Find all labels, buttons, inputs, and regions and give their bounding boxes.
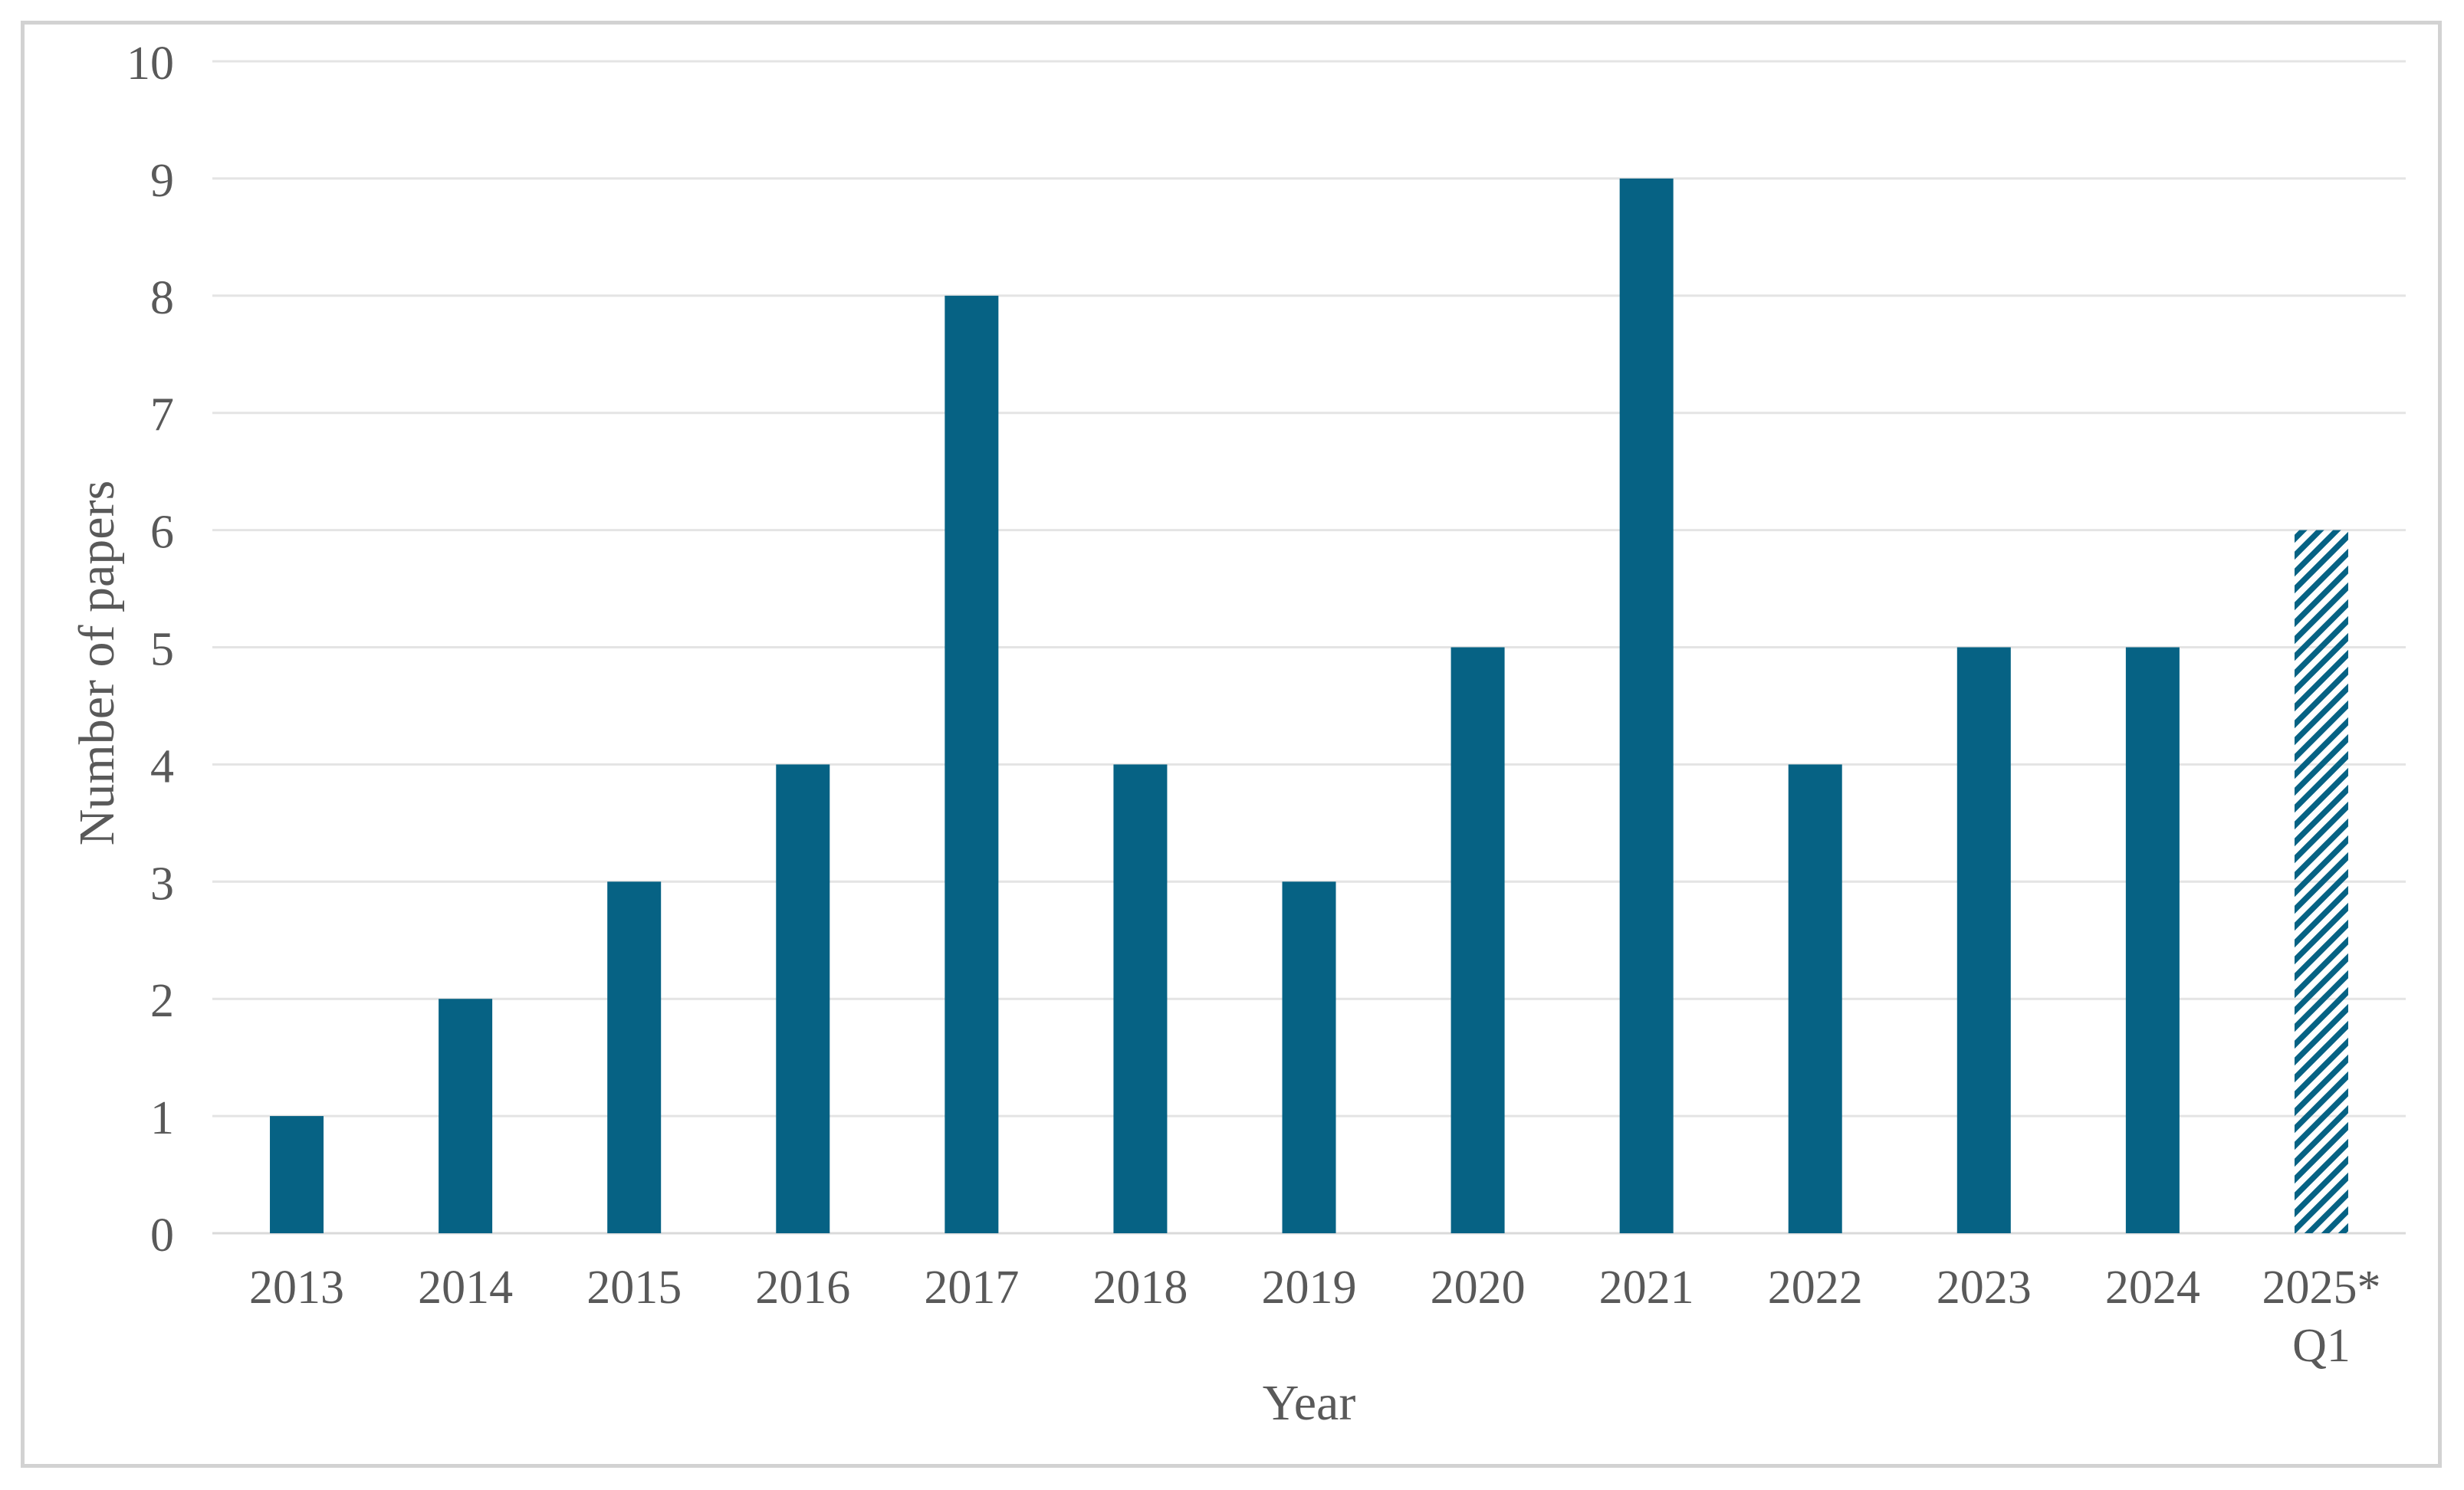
x-tick-label-2025-q1-line2: Q1 bbox=[2292, 1320, 2351, 1372]
bar-2025-q1 bbox=[2294, 530, 2348, 1233]
y-tick-label-6: 6 bbox=[150, 507, 174, 559]
bar-2018 bbox=[1113, 764, 1168, 1233]
x-tick-label-2013: 2013 bbox=[249, 1262, 344, 1314]
y-tick-label-8: 8 bbox=[150, 272, 174, 324]
y-axis-title: Number of papers bbox=[69, 481, 125, 846]
bar-2013 bbox=[270, 1116, 324, 1233]
y-tick-label-0: 0 bbox=[150, 1209, 174, 1262]
bar-2024 bbox=[2125, 647, 2180, 1233]
bar-2022 bbox=[1788, 764, 1842, 1233]
x-tick-label-2021: 2021 bbox=[1599, 1262, 1694, 1314]
y-tick-label-3: 3 bbox=[150, 858, 174, 910]
bar-2016 bbox=[776, 764, 830, 1233]
bar-2019 bbox=[1282, 881, 1336, 1233]
x-tick-label-2022: 2022 bbox=[1768, 1262, 1863, 1314]
x-tick-label-2017: 2017 bbox=[924, 1262, 1019, 1314]
y-tick-label-1: 1 bbox=[150, 1092, 174, 1144]
x-tick-label-2019: 2019 bbox=[1262, 1262, 1357, 1314]
bar-2020 bbox=[1450, 647, 1505, 1233]
figure-border bbox=[21, 21, 2442, 1468]
x-tick-label-2023: 2023 bbox=[1937, 1262, 2032, 1314]
y-tick-label-10: 10 bbox=[126, 38, 174, 90]
bar-2021 bbox=[1619, 178, 1674, 1233]
y-tick-label-4: 4 bbox=[150, 740, 174, 793]
x-tick-label-2018: 2018 bbox=[1092, 1262, 1188, 1314]
x-tick-label-2024: 2024 bbox=[2105, 1262, 2200, 1314]
y-tick-label-9: 9 bbox=[150, 155, 174, 207]
x-tick-label-2015: 2015 bbox=[586, 1262, 682, 1314]
bar-2015 bbox=[607, 881, 662, 1233]
x-tick-label-2025-q1: 2025* bbox=[2262, 1262, 2380, 1314]
bar-2017 bbox=[945, 295, 999, 1233]
bar-2023 bbox=[1956, 647, 2011, 1233]
y-tick-label-2: 2 bbox=[150, 975, 174, 1027]
x-tick-label-2020: 2020 bbox=[1431, 1262, 1526, 1314]
x-tick-label-2014: 2014 bbox=[418, 1262, 513, 1314]
y-tick-label-5: 5 bbox=[150, 624, 174, 676]
y-tick-label-7: 7 bbox=[150, 389, 174, 441]
x-axis-title: Year bbox=[1263, 1375, 1356, 1431]
x-tick-label-2016: 2016 bbox=[755, 1262, 850, 1314]
bar-2014 bbox=[439, 999, 493, 1233]
